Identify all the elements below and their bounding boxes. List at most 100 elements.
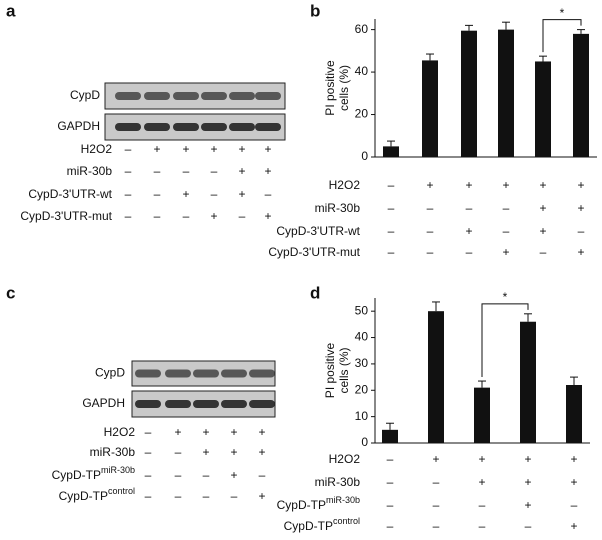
treatment-mark: + — [264, 142, 271, 156]
y-tick-label: 20 — [355, 382, 369, 396]
treatment-label: miR-30b — [90, 445, 136, 459]
y-axis-label: cells (%) — [337, 65, 351, 111]
treatment-mark: – — [125, 164, 132, 178]
significance-bracket — [481, 303, 529, 378]
treatment-mark: + — [465, 224, 472, 238]
band — [221, 400, 247, 408]
band-label: GAPDH — [57, 119, 100, 133]
treatment-name: CypD-TP — [277, 498, 326, 512]
treatment-mark: – — [145, 425, 152, 439]
treatment-mark: + — [174, 425, 181, 439]
treatment-mark: – — [231, 489, 238, 503]
treatment-mark: + — [570, 519, 577, 533]
treatment-mark: + — [238, 142, 245, 156]
treatment-mark: + — [202, 445, 209, 459]
treatment-mark: – — [211, 164, 218, 178]
treatment-mark: + — [478, 475, 485, 489]
bar — [566, 385, 582, 443]
treatment-mark: + — [465, 178, 472, 192]
treatment-mark: – — [433, 498, 440, 512]
treatment-label: CypD-TPcontrol — [59, 486, 135, 503]
treatment-label: H2O2 — [81, 142, 113, 156]
treatment-mark: – — [503, 224, 510, 238]
y-tick-label: 0 — [361, 149, 368, 163]
treatment-name: CypD-TP — [59, 489, 108, 503]
band — [193, 369, 219, 378]
treatment-sup: miR-30b — [326, 495, 360, 505]
treatment-mark: + — [258, 425, 265, 439]
significance-bracket — [542, 19, 582, 53]
treatment-mark: + — [524, 475, 531, 489]
band — [249, 369, 275, 378]
treatment-mark: – — [154, 209, 161, 223]
bar — [461, 30, 477, 157]
y-tick-label: 40 — [355, 64, 369, 78]
treatment-name: H2O2 — [329, 178, 361, 192]
treatment-mark: + — [432, 452, 439, 466]
treatment-name: miR-30b — [67, 164, 113, 178]
bar — [428, 311, 444, 443]
treatment-mark: + — [153, 142, 160, 156]
treatment-mark: – — [388, 178, 395, 192]
treatment-mark: – — [388, 224, 395, 238]
treatment-mark: + — [577, 178, 584, 192]
treatment-mark: – — [145, 468, 152, 482]
bar — [498, 29, 514, 157]
bar — [382, 429, 398, 443]
treatment-name: H2O2 — [329, 452, 361, 466]
band — [221, 369, 247, 378]
band — [173, 92, 199, 100]
treatment-mark: – — [145, 489, 152, 503]
panel-label: a — [6, 1, 16, 20]
treatment-mark: + — [230, 425, 237, 439]
treatment-mark: + — [502, 245, 509, 259]
band — [229, 92, 255, 100]
treatment-mark: – — [466, 201, 473, 215]
bar — [520, 321, 536, 443]
treatment-mark: – — [259, 468, 266, 482]
treatment-mark: + — [577, 245, 584, 259]
treatment-mark: + — [539, 178, 546, 192]
treatment-mark: – — [503, 201, 510, 215]
treatment-mark: + — [258, 489, 265, 503]
treatment-mark: + — [539, 224, 546, 238]
band — [201, 92, 227, 100]
treatment-name: miR-30b — [315, 475, 361, 489]
treatment-mark: – — [387, 475, 394, 489]
panel-label: b — [310, 1, 320, 20]
treatment-mark: – — [427, 245, 434, 259]
treatment-mark: – — [578, 224, 585, 238]
treatment-mark: – — [125, 187, 132, 201]
treatment-label: CypD-TPcontrol — [284, 516, 360, 533]
treatment-mark: – — [265, 187, 272, 201]
treatment-mark: + — [238, 187, 245, 201]
treatment-mark: – — [145, 445, 152, 459]
treatment-mark: – — [239, 209, 246, 223]
treatment-mark: – — [387, 519, 394, 533]
treatment-mark: – — [211, 187, 218, 201]
treatment-mark: + — [577, 201, 584, 215]
treatment-sup: control — [333, 516, 360, 526]
band — [229, 123, 255, 131]
panel-label: d — [310, 283, 320, 302]
treatment-mark: + — [230, 445, 237, 459]
treatment-mark: – — [125, 209, 132, 223]
treatment-mark: + — [502, 178, 509, 192]
band — [115, 123, 141, 131]
treatment-mark: + — [202, 425, 209, 439]
treatment-mark: – — [175, 468, 182, 482]
band — [144, 123, 170, 131]
band-label: CypD — [70, 88, 100, 102]
band — [193, 400, 219, 408]
treatment-mark: + — [230, 468, 237, 482]
treatment-mark: – — [433, 519, 440, 533]
treatment-mark: – — [154, 164, 161, 178]
y-tick-label: 10 — [355, 409, 369, 423]
treatment-mark: + — [210, 209, 217, 223]
y-tick-label: 60 — [355, 22, 369, 36]
bar — [474, 387, 490, 443]
bar — [383, 146, 399, 157]
treatment-label: CypD-3'UTR-mut — [268, 245, 360, 259]
treatment-name: CypD-3'UTR-wt — [28, 187, 112, 201]
